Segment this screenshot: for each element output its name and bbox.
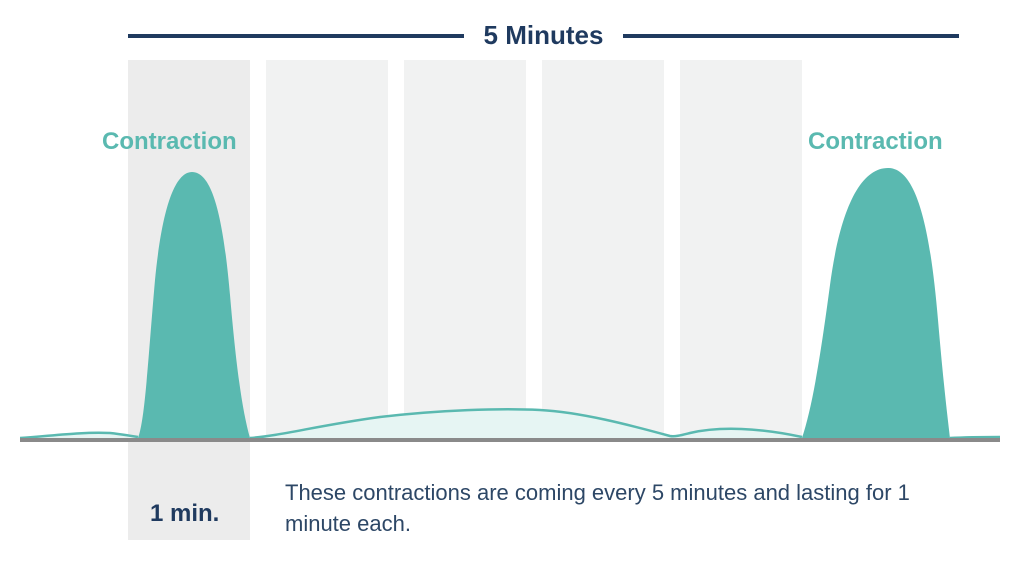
header-label: 5 Minutes (464, 20, 624, 51)
contraction-label: Contraction (808, 128, 943, 156)
contraction-curve (20, 60, 1000, 460)
one-minute-label: 1 min. (150, 500, 219, 528)
header-line-right (623, 34, 959, 38)
caption-text: These contractions are coming every 5 mi… (285, 478, 925, 540)
chart-area: Contraction Contraction (20, 60, 1000, 460)
contraction-label: Contraction (102, 128, 237, 156)
header-row: 5 Minutes (128, 20, 959, 51)
header-line-left (128, 34, 464, 38)
